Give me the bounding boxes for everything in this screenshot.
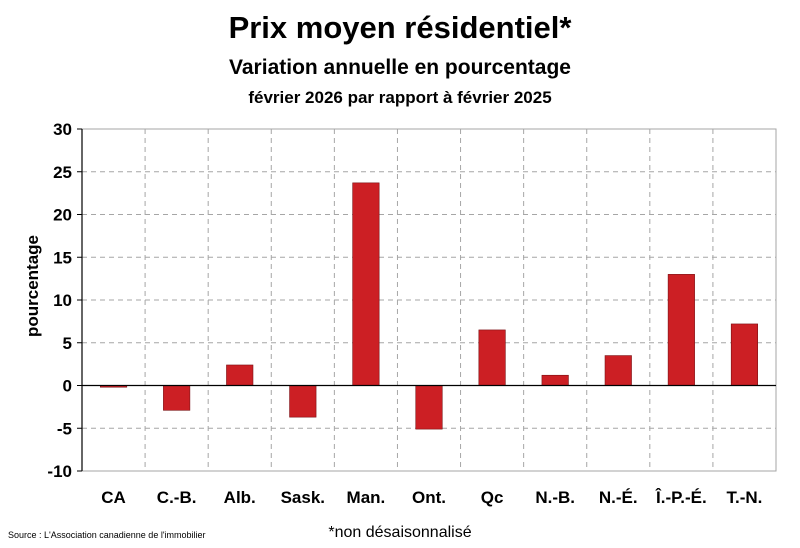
- bar-8: [604, 355, 632, 386]
- x-tick-label: Ont.: [412, 488, 446, 507]
- bar-9: [667, 274, 695, 386]
- x-tick-label: N.-É.: [599, 488, 638, 507]
- x-tick-label: Î.-P.-É.: [655, 488, 707, 507]
- y-tick-label: 15: [53, 248, 72, 267]
- chart-period: février 2026 par rapport à février 2025: [248, 88, 552, 107]
- bar-2: [226, 364, 254, 386]
- y-tick-label: 25: [53, 163, 72, 182]
- x-tick-label: CA: [101, 488, 126, 507]
- x-tick-label: Sask.: [281, 488, 325, 507]
- y-tick-label: 5: [63, 334, 72, 353]
- bar-3: [289, 385, 317, 418]
- footnote: *non désaisonnalisé: [328, 524, 472, 541]
- y-tick-label: 30: [53, 120, 72, 139]
- bar-5: [415, 385, 443, 430]
- x-tick-label: Man.: [347, 488, 386, 507]
- bar-6: [478, 329, 506, 386]
- y-tick-label: 0: [63, 377, 72, 396]
- y-tick-label: -10: [47, 462, 72, 481]
- y-axis-title: pourcentage: [23, 235, 42, 337]
- bar-7: [541, 374, 569, 386]
- x-tick-label: Qc: [481, 488, 504, 507]
- x-tick-label: Alb.: [224, 488, 256, 507]
- y-tick-label: 10: [53, 291, 72, 310]
- source-note: Source : L'Association canadienne de l'i…: [8, 530, 206, 540]
- bar-10: [730, 323, 759, 386]
- bar-1: [163, 385, 191, 411]
- x-tick-label: T.-N.: [727, 488, 763, 507]
- y-tick-label: -5: [57, 419, 72, 438]
- chart-subtitle: Variation annuelle en pourcentage: [229, 56, 571, 79]
- x-tick-label: C.-B.: [157, 488, 197, 507]
- y-tick-label: 20: [53, 206, 72, 225]
- x-tick-label: N.-B.: [535, 488, 575, 507]
- chart-title: Prix moyen résidentiel*: [228, 10, 572, 45]
- bar-4: [352, 182, 380, 386]
